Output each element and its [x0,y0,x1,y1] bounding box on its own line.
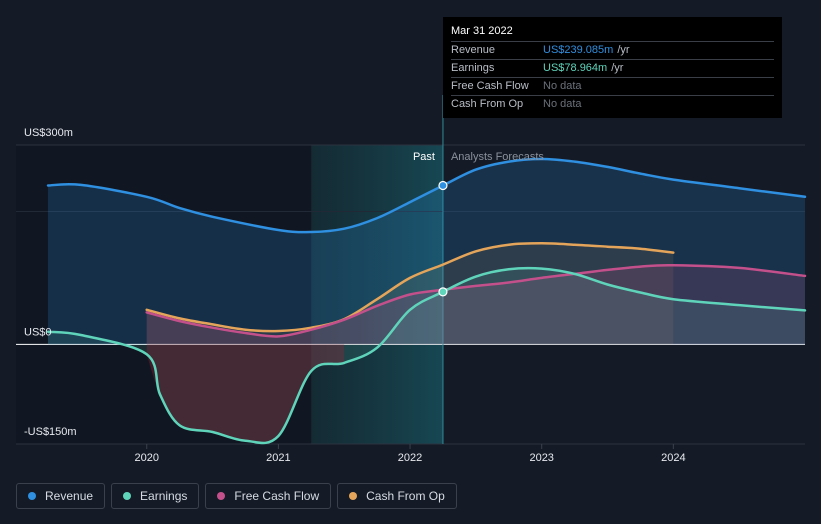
legend-label: Revenue [45,489,94,503]
tooltip-value: US$78.964m [543,62,608,74]
tooltip-row-free-cash-flow: Free Cash Flow No data [451,77,774,95]
x-tick-label: 2023 [529,452,553,464]
tooltip-value: US$239.085m [543,44,614,56]
free-cash-flow-area [146,265,805,345]
revenue-area [48,159,805,345]
legend-label: Cash From Op [366,489,445,503]
chart-legend: Revenue Earnings Free Cash Flow Cash Fro… [16,483,457,511]
revenue-dot-icon [28,492,36,500]
tooltip-date: Mar 31 2022 [451,25,513,37]
y-tick-label: US$300m [24,127,73,139]
legend-label: Free Cash Flow [234,489,320,503]
past-background [16,145,312,444]
tooltip-label: Free Cash Flow [451,80,529,92]
analysts-forecasts-label: Analysts Forecasts [451,151,544,163]
x-tick-label: 2024 [661,452,685,464]
earnings-line [46,266,807,445]
past-label: Past [413,151,435,163]
free-cash-flow-dot-icon [217,492,226,500]
x-tick-label: 2020 [134,452,158,464]
earnings-marker [438,287,448,297]
x-tick-label: 2021 [266,452,290,464]
legend-item-revenue[interactable]: Revenue [16,483,106,509]
tooltip-row-cash-from-op: Cash From Op No data [451,95,774,113]
revenue-line [46,157,807,234]
y-tick-label: -US$150m [24,426,77,438]
revenue-marker [438,180,448,191]
y-tick-label: US$0 [24,326,52,338]
legend-item-cash-from-op[interactable]: Cash From Op [337,483,457,509]
tooltip-unit: /yr [617,44,630,56]
tooltip-label: Revenue [451,44,496,56]
tooltip-label: Earnings [451,62,495,74]
tooltip-unit: /yr [611,62,624,74]
x-tick-label: 2022 [398,452,422,464]
data-tooltip: Mar 31 2022 Revenue US$239.085m /yr Earn… [443,17,782,118]
legend-label: Earnings [140,489,188,503]
earnings-dot-icon [123,492,132,500]
tooltip-label: Cash From Op [451,98,524,110]
cash-from-op-line [145,242,675,333]
tooltip-row-revenue: Revenue US$239.085m /yr [451,41,774,59]
cash-from-op-dot-icon [349,492,358,500]
legend-item-earnings[interactable]: Earnings [111,483,200,509]
tooltip-value: No data [543,98,582,110]
legend-item-free-cash-flow[interactable]: Free Cash Flow [205,483,332,509]
earnings-area [48,268,805,443]
earnings-negative-area [146,344,345,443]
highlight-band [311,145,443,444]
tooltip-row-earnings: Earnings US$78.964m /yr [451,59,774,77]
tooltip-value: No data [543,80,582,92]
